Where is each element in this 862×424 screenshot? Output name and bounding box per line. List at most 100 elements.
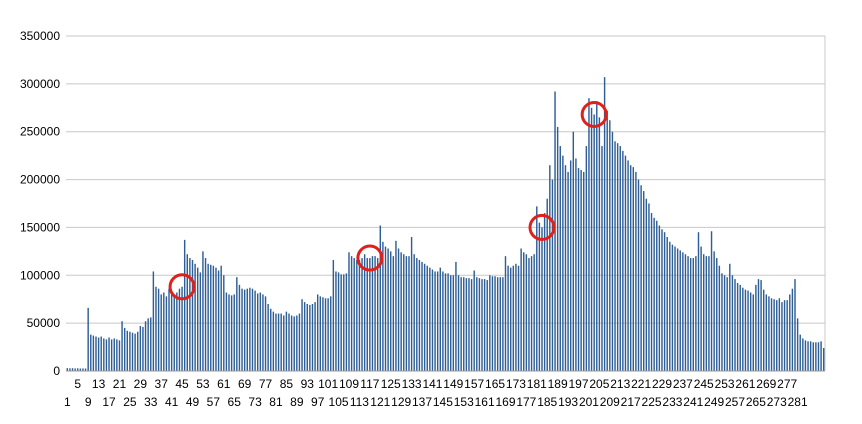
- bar: [744, 289, 747, 371]
- bar: [697, 232, 700, 371]
- bar: [546, 198, 548, 371]
- bar: [590, 107, 593, 371]
- bar: [507, 265, 509, 371]
- bar: [223, 275, 225, 371]
- bar: [303, 302, 306, 371]
- x-tick-label: 257: [725, 395, 745, 409]
- bar: [802, 338, 804, 371]
- bar: [238, 284, 241, 371]
- bar: [387, 248, 389, 371]
- bar: [703, 254, 705, 371]
- bar: [624, 155, 627, 371]
- x-tick-label: 209: [600, 395, 620, 409]
- bar: [528, 258, 530, 371]
- bar: [773, 299, 775, 371]
- x-tick-label: 185: [537, 395, 557, 409]
- x-tick-label: 73: [248, 395, 262, 409]
- bar: [502, 277, 504, 371]
- bar: [306, 304, 308, 371]
- bar: [178, 288, 181, 371]
- bar: [374, 256, 376, 371]
- bar: [358, 259, 361, 371]
- bar: [739, 284, 741, 371]
- bar: [781, 302, 783, 371]
- bar: [256, 293, 259, 371]
- bar: [77, 368, 79, 371]
- bar: [416, 258, 418, 371]
- x-tick-label: 233: [662, 395, 682, 409]
- x-tick-label: 9: [85, 395, 92, 409]
- bar: [569, 160, 572, 371]
- bar: [765, 294, 768, 371]
- x-tick-label: 25: [123, 395, 137, 409]
- bar: [395, 240, 397, 371]
- bar: [705, 256, 708, 371]
- bar: [400, 252, 402, 371]
- bar: [228, 294, 230, 371]
- x-tick-label: 109: [339, 377, 359, 391]
- bar: [74, 368, 76, 371]
- bar: [189, 258, 191, 371]
- bar: [356, 259, 358, 371]
- x-tick-label: 217: [621, 395, 641, 409]
- bar: [486, 280, 488, 371]
- bar: [632, 167, 635, 371]
- bar: [204, 258, 207, 371]
- bar: [376, 258, 379, 371]
- bar: [650, 213, 653, 371]
- bar: [421, 261, 423, 371]
- bar: [155, 286, 157, 371]
- x-tick-label: 69: [238, 377, 252, 391]
- bar: [622, 150, 624, 371]
- bar: [197, 267, 199, 371]
- bar: [789, 294, 791, 371]
- highlight-circle: [580, 100, 608, 128]
- bar: [799, 334, 801, 371]
- bar: [470, 279, 473, 371]
- bar: [596, 101, 598, 371]
- bar: [191, 259, 194, 371]
- bar: [509, 267, 512, 371]
- bar: [392, 256, 395, 371]
- x-tick-label: 213: [610, 377, 630, 391]
- x-axis-tick-labels: 5 13 21 29 37 45 53 61 69 77 85 93 101 109 117 125 133 14…: [64, 377, 808, 409]
- bar: [183, 239, 186, 371]
- bar: [343, 274, 345, 371]
- bar: [543, 213, 546, 371]
- bar: [812, 342, 814, 371]
- bar: [314, 302, 316, 371]
- bar: [538, 222, 541, 371]
- bar: [290, 315, 293, 371]
- bar: [504, 256, 507, 371]
- x-tick-label: 65: [228, 395, 242, 409]
- bar: [494, 276, 496, 371]
- highlight-circles: [168, 100, 608, 301]
- highlight-circle: [168, 273, 196, 301]
- bar: [434, 271, 436, 371]
- bar: [345, 273, 348, 371]
- bar: [770, 298, 773, 371]
- x-tick-label: 5: [74, 377, 81, 391]
- bar: [69, 368, 71, 371]
- bar: [296, 315, 298, 371]
- bar: [687, 256, 689, 371]
- x-tick-label: 241: [683, 395, 703, 409]
- bar: [103, 338, 105, 371]
- bar: [144, 321, 147, 371]
- bar: [418, 259, 421, 371]
- bar: [363, 254, 366, 371]
- bar: [264, 296, 267, 371]
- bar: [95, 336, 97, 371]
- bar: [220, 265, 222, 371]
- bar: [350, 256, 353, 371]
- bar: [640, 185, 642, 371]
- x-tick-label: 77: [259, 377, 273, 391]
- bar: [692, 258, 694, 371]
- bar: [202, 251, 204, 371]
- bar: [635, 171, 637, 371]
- bar: [606, 110, 608, 371]
- bar: [791, 288, 794, 371]
- bar: [403, 254, 405, 371]
- bar: [254, 290, 256, 371]
